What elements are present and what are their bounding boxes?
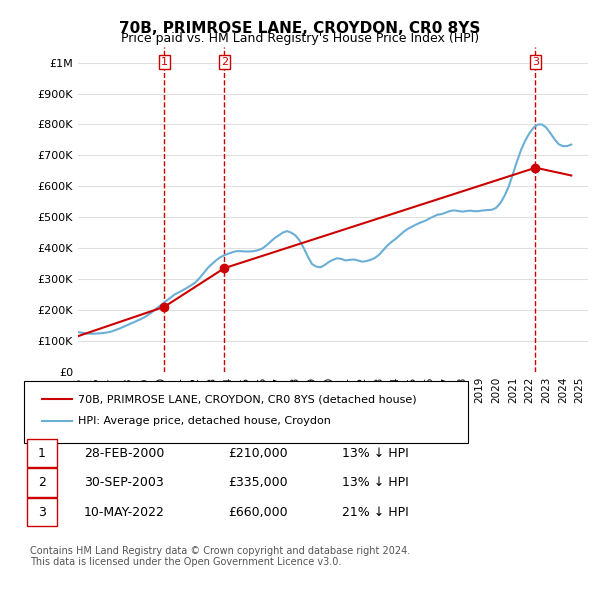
Text: 2: 2 [221, 57, 228, 67]
Text: 2: 2 [38, 476, 46, 489]
Text: £335,000: £335,000 [228, 476, 287, 489]
Text: 10-MAY-2022: 10-MAY-2022 [84, 506, 165, 519]
Text: Contains HM Land Registry data © Crown copyright and database right 2024.
This d: Contains HM Land Registry data © Crown c… [30, 546, 410, 568]
HPI: Average price, detached house, Croydon: (2.02e+03, 5.68e+05): Average price, detached house, Croydon: … [501, 192, 508, 199]
70B, PRIMROSE LANE, CROYDON, CR0 8YS (detached house) [568, 172, 575, 179]
HPI: Average price, detached house, Croydon: (2e+03, 1.23e+05): Average price, detached house, Croydon: … [87, 330, 94, 337]
Text: 28-FEB-2000: 28-FEB-2000 [84, 447, 164, 460]
HPI: Average price, detached house, Croydon: (2.02e+03, 8e+05): Average price, detached house, Croydon: … [534, 121, 541, 128]
Text: 3: 3 [532, 57, 539, 67]
HPI: Average price, detached house, Croydon: (2.02e+03, 5.1e+05): Average price, detached house, Croydon: … [438, 211, 445, 218]
Text: 1: 1 [38, 447, 46, 460]
HPI: Average price, detached house, Croydon: (2.01e+03, 3.62e+05): Average price, detached house, Croydon: … [367, 256, 374, 263]
Text: 70B, PRIMROSE LANE, CROYDON, CR0 8YS (detached house): 70B, PRIMROSE LANE, CROYDON, CR0 8YS (de… [78, 395, 416, 404]
Text: HPI: Average price, detached house, Croydon: HPI: Average price, detached house, Croy… [78, 416, 331, 425]
Line: HPI: Average price, detached house, Croydon: HPI: Average price, detached house, Croy… [78, 124, 571, 334]
HPI: Average price, detached house, Croydon: (2e+03, 3.9e+05): Average price, detached house, Croydon: … [233, 248, 241, 255]
Line: 70B, PRIMROSE LANE, CROYDON, CR0 8YS (detached house): 70B, PRIMROSE LANE, CROYDON, CR0 8YS (de… [78, 168, 571, 336]
70B, PRIMROSE LANE, CROYDON, CR0 8YS (detached house) [161, 303, 168, 310]
Text: 70B, PRIMROSE LANE, CROYDON, CR0 8YS: 70B, PRIMROSE LANE, CROYDON, CR0 8YS [119, 21, 481, 35]
70B, PRIMROSE LANE, CROYDON, CR0 8YS (detached house) [221, 265, 228, 272]
HPI: Average price, detached house, Croydon: (2.02e+03, 7.35e+05): Average price, detached house, Croydon: … [568, 141, 575, 148]
Text: 21% ↓ HPI: 21% ↓ HPI [342, 506, 409, 519]
70B, PRIMROSE LANE, CROYDON, CR0 8YS (detached house) [532, 164, 539, 171]
70B, PRIMROSE LANE, CROYDON, CR0 8YS (detached house) [74, 333, 82, 340]
Text: £210,000: £210,000 [228, 447, 287, 460]
Text: 3: 3 [38, 506, 46, 519]
HPI: Average price, detached house, Croydon: (2.02e+03, 5.2e+05): Average price, detached house, Croydon: … [476, 208, 483, 215]
Text: 13% ↓ HPI: 13% ↓ HPI [342, 476, 409, 489]
Text: 13% ↓ HPI: 13% ↓ HPI [342, 447, 409, 460]
Text: 1: 1 [161, 57, 168, 67]
Text: 30-SEP-2003: 30-SEP-2003 [84, 476, 164, 489]
HPI: Average price, detached house, Croydon: (2e+03, 2.63e+05): Average price, detached house, Croydon: … [179, 287, 186, 294]
HPI: Average price, detached house, Croydon: (2e+03, 1.28e+05): Average price, detached house, Croydon: … [74, 329, 82, 336]
Text: Price paid vs. HM Land Registry's House Price Index (HPI): Price paid vs. HM Land Registry's House … [121, 32, 479, 45]
Text: £660,000: £660,000 [228, 506, 287, 519]
